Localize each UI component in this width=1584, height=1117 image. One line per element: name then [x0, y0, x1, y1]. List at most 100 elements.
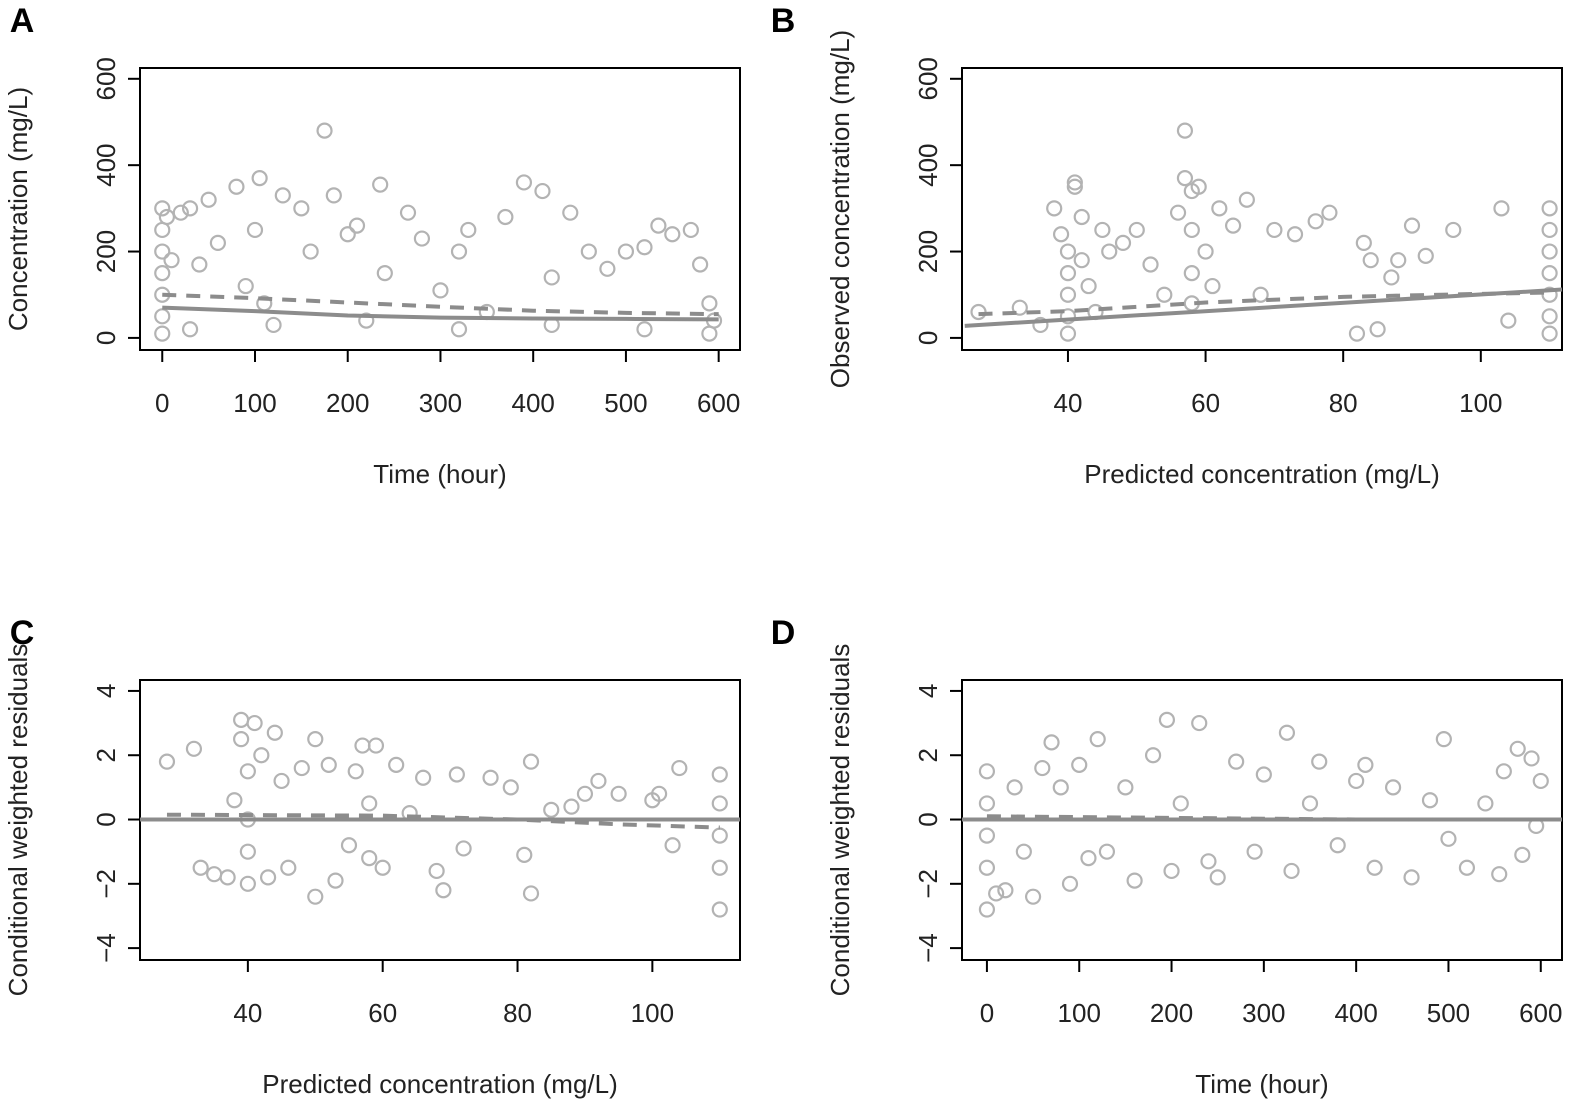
point — [1311, 753, 1328, 770]
point — [1191, 714, 1208, 732]
point — [273, 772, 290, 790]
point — [1073, 252, 1090, 269]
point — [534, 182, 551, 200]
panel-letter: A — [10, 2, 35, 40]
point — [1283, 862, 1300, 880]
point — [1071, 756, 1088, 773]
point — [185, 740, 203, 757]
point — [413, 230, 431, 247]
x-tick-label: 0 — [980, 998, 994, 1028]
point — [237, 277, 254, 295]
panel-letter: D — [771, 614, 796, 652]
point — [516, 846, 533, 863]
point — [671, 759, 688, 777]
point — [239, 843, 256, 860]
point — [1458, 859, 1476, 876]
point — [701, 295, 718, 312]
point — [636, 321, 653, 338]
point — [1421, 792, 1439, 809]
point — [1541, 243, 1558, 260]
y-tick-label: −2 — [91, 869, 121, 899]
dashed-trend-line — [986, 814, 1541, 822]
point — [1500, 312, 1517, 329]
point — [1169, 204, 1187, 221]
point — [293, 759, 310, 777]
point — [978, 859, 996, 876]
point — [1369, 321, 1386, 338]
point — [1034, 759, 1051, 777]
point — [502, 779, 519, 796]
point — [1006, 779, 1023, 796]
x-axis-label: Predicted concentration (mg/L) — [1084, 459, 1440, 489]
point — [226, 792, 243, 809]
x-tick-label: 100 — [1058, 998, 1101, 1028]
point — [1493, 200, 1510, 217]
point — [576, 785, 594, 802]
point — [580, 243, 597, 260]
point — [450, 321, 468, 338]
point — [154, 325, 171, 342]
point — [388, 756, 405, 773]
y-tick-label: 4 — [913, 684, 943, 698]
point — [711, 901, 728, 918]
point — [1059, 265, 1077, 282]
y-tick-label: 600 — [913, 57, 943, 100]
point — [307, 888, 324, 905]
y-axis-label: Observed concentration (mg/L) — [825, 30, 855, 388]
y-tick-label: 0 — [913, 812, 943, 826]
point — [246, 221, 264, 239]
point — [302, 243, 319, 260]
point — [1255, 766, 1272, 783]
point — [1383, 269, 1400, 286]
point — [1046, 200, 1063, 217]
point — [1209, 869, 1226, 886]
point — [163, 252, 180, 269]
point — [455, 840, 472, 857]
point — [1059, 308, 1077, 325]
point — [1509, 740, 1526, 757]
point — [325, 187, 342, 204]
x-axis-label: Time (hour) — [373, 459, 506, 489]
x-tick-label: 400 — [1334, 998, 1377, 1028]
point — [399, 204, 417, 221]
point — [339, 226, 356, 243]
point — [692, 256, 709, 273]
point — [450, 243, 468, 260]
point — [1384, 779, 1402, 796]
point — [1043, 734, 1060, 751]
x-tick-label: 300 — [419, 388, 462, 418]
point — [522, 885, 540, 902]
y-axis-label: Conditional weighted residuals — [825, 644, 855, 997]
plot-box — [961, 67, 1563, 351]
point — [1183, 221, 1200, 239]
point — [280, 859, 297, 876]
point — [1011, 299, 1028, 316]
y-tick-label: 200 — [913, 230, 943, 273]
point — [293, 200, 310, 217]
point — [1252, 286, 1269, 303]
point — [274, 187, 291, 204]
point — [1176, 122, 1194, 139]
point — [1403, 869, 1420, 886]
point — [711, 766, 728, 783]
point — [1052, 779, 1069, 796]
y-axis-label: Conditional weighted residuals — [3, 644, 33, 997]
point — [1204, 277, 1221, 295]
x-tick-label: 200 — [326, 388, 369, 418]
y-tick-label: 200 — [91, 230, 121, 273]
point — [590, 772, 607, 790]
point — [1211, 200, 1228, 217]
point — [1080, 849, 1097, 867]
point — [253, 747, 270, 764]
point — [181, 200, 199, 217]
point — [1059, 325, 1077, 342]
point — [1246, 843, 1263, 860]
point — [1532, 772, 1549, 790]
point — [181, 321, 199, 338]
point — [636, 239, 653, 256]
point — [1066, 174, 1083, 191]
point — [1098, 843, 1116, 860]
point — [259, 869, 277, 886]
x-tick-label: 100 — [233, 388, 276, 418]
